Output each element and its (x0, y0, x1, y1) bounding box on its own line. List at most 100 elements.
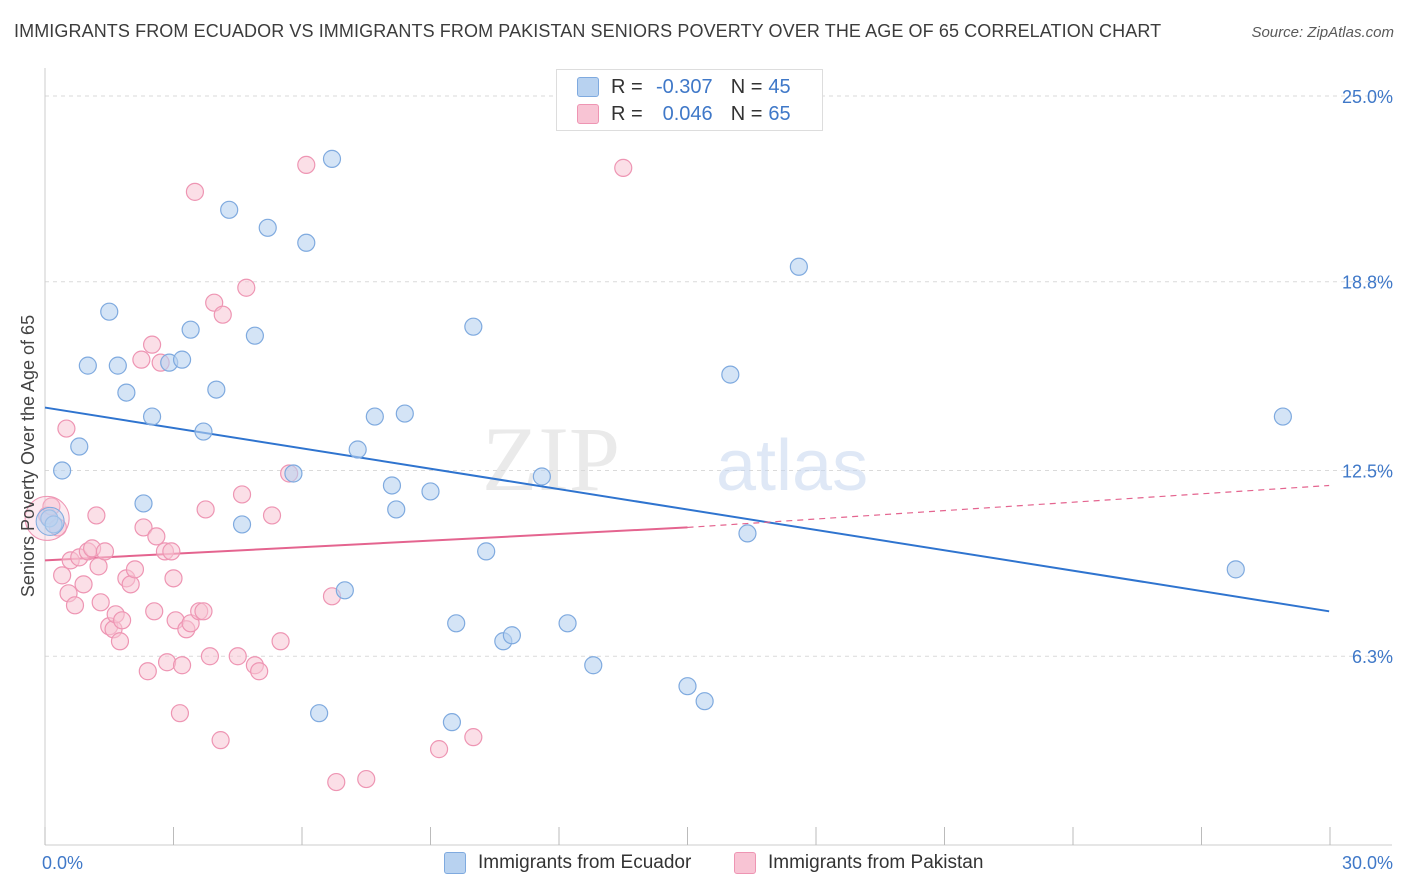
tick-labels: 6.3% 12.5% 18.8% 25.0% 0.0% 30.0% (42, 87, 1393, 873)
pakistan-point (125, 560, 145, 579)
watermark: ZIP atlas (482, 408, 868, 510)
pakistan-point (429, 740, 449, 759)
legend-n-value-ecuador: 45 (768, 75, 791, 98)
pakistan-point (464, 728, 483, 747)
pakistan-point (211, 731, 230, 750)
pakistan-point (228, 647, 247, 666)
x-tick-label: 0.0% (42, 853, 83, 873)
pakistan-point (147, 527, 166, 546)
pakistan-point (142, 335, 162, 354)
pakistan-point (132, 350, 151, 369)
legend-item-pakistan[interactable]: Immigrants from Pakistan (734, 852, 983, 874)
watermark-zip: ZIP (482, 408, 620, 510)
pakistan-point (57, 419, 76, 438)
pakistan-point (112, 611, 132, 630)
y-tick-label: 18.8% (1342, 273, 1393, 293)
ecuador-point (335, 581, 354, 600)
legend-r-label: R = (611, 75, 643, 98)
pakistan-point (157, 653, 177, 672)
ecuador-point (348, 440, 367, 459)
pakistan-point (250, 662, 269, 681)
ecuador-point (108, 356, 127, 375)
ecuador-point (78, 356, 97, 375)
ecuador-point (117, 383, 136, 402)
y-tick-label: 6.3% (1352, 647, 1393, 667)
watermark-atlas: atlas (716, 426, 868, 506)
ecuador-point (695, 692, 714, 711)
pakistan-point (185, 182, 205, 201)
legend-swatch-ecuador (577, 77, 599, 97)
ecuador-point (1273, 407, 1292, 426)
pakistan-point (164, 569, 183, 588)
pakistan-point (196, 500, 215, 519)
ecuador-point (789, 257, 808, 276)
ecuador-point (1226, 560, 1245, 579)
legend-swatch-ecuador (444, 852, 466, 874)
grid-lines (45, 95, 1392, 657)
pakistan-point (271, 632, 290, 651)
pakistan-point (200, 647, 220, 666)
ecuador-point (142, 407, 162, 426)
pakistan-point (172, 656, 192, 675)
pakistan-point (74, 575, 93, 594)
legend-n-label: N = (730, 75, 763, 98)
trend-line-pakistan-extension (687, 484, 1330, 529)
pakistan-point (95, 542, 115, 561)
pakistan-point (213, 305, 232, 324)
pakistan-point (65, 596, 85, 615)
ecuador-point (232, 515, 252, 534)
legend-n-label: N = (730, 102, 763, 125)
y-tick-label: 25.0% (1342, 87, 1393, 107)
pakistan-point (91, 593, 110, 612)
ecuador-point (258, 218, 277, 237)
ecuador-point (532, 467, 551, 486)
ecuador-point (678, 677, 697, 696)
pakistan-point (170, 704, 190, 723)
pakistan-point (614, 158, 633, 177)
ecuador-point (721, 365, 740, 384)
pakistan-point (327, 772, 346, 792)
pakistan-point (232, 485, 252, 504)
pakistan-point (237, 278, 256, 297)
ecuador-point (395, 404, 414, 423)
ecuador-point (134, 494, 153, 513)
pakistan-point (357, 769, 376, 789)
ecuador-point (447, 614, 466, 633)
series-legend: Immigrants from Ecuador Immigrants from … (0, 852, 1406, 878)
ecuador-point (194, 422, 213, 441)
ecuador-point (738, 524, 757, 543)
ecuador-point (382, 476, 402, 495)
y-tick-label: 12.5% (1342, 461, 1393, 481)
ecuador-point (297, 233, 316, 252)
ecuador-point (220, 200, 239, 219)
legend-row-pakistan: R = 0.046 N = 65 (577, 101, 791, 127)
pakistan-point (87, 506, 106, 525)
correlation-legend: R = -0.307 N = 45 R = 0.046 N = 65 (556, 69, 823, 131)
pakistan-point (162, 542, 181, 561)
pakistan-point (121, 575, 140, 594)
chart-title: IMMIGRANTS FROM ECUADOR VS IMMIGRANTS FR… (14, 21, 1162, 41)
pakistan-point (297, 155, 316, 174)
ecuador-point (322, 149, 342, 168)
legend-n-value-pakistan: 65 (768, 102, 791, 125)
pakistan-point (89, 557, 108, 576)
ecuador-point (284, 464, 303, 483)
legend-item-ecuador[interactable]: Immigrants from Ecuador (444, 852, 691, 874)
ecuador-point (245, 326, 264, 345)
pakistan-point (53, 566, 72, 585)
ecuador-point (558, 614, 577, 633)
trend-line-pakistan (44, 526, 688, 562)
ecuador-point (172, 350, 192, 369)
source-label: Source: ZipAtlas.com (1251, 24, 1394, 41)
ecuador-point (181, 320, 200, 339)
ecuador-point (477, 542, 496, 561)
series-ecuador-points (35, 149, 1292, 732)
ecuador-point (365, 407, 384, 426)
ecuador-point (53, 461, 72, 480)
trend-line-ecuador (44, 406, 1330, 613)
legend-label-pakistan: Immigrants from Pakistan (768, 852, 984, 873)
series-pakistan-points (24, 155, 633, 792)
pakistan-point (262, 506, 282, 525)
ecuador-point (70, 437, 89, 456)
ecuador-point (100, 302, 119, 321)
